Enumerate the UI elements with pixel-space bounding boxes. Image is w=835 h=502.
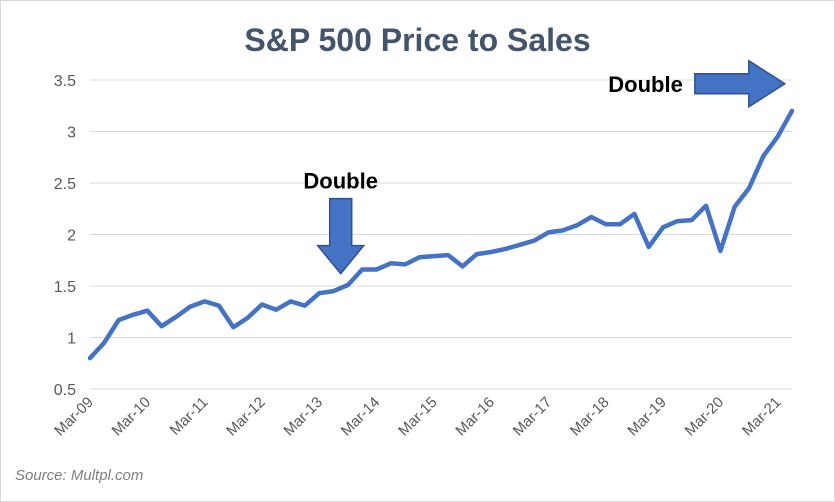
x-tick-label: Mar-10 [109,394,155,440]
source-note: Source: Multpl.com [15,467,144,484]
x-tick-label: Mar-12 [223,394,269,440]
x-tick-label: Mar-21 [739,394,785,440]
y-axis-ticks: 0.5 1 1.5 2 2.5 3 3.5 [54,73,76,399]
annotation-label: Double [303,169,378,194]
x-tick-label: Mar-11 [167,394,212,439]
y-tick-label: 1.5 [54,279,76,296]
y-tick-label: 2.5 [54,176,76,193]
x-tick-label: Mar-16 [452,394,498,440]
series-line-price-to-sales [87,108,795,361]
x-tick-label: Mar-14 [338,394,384,440]
gridlines [90,79,792,390]
down-arrow-icon [316,197,366,275]
x-tick-label: Mar-17 [510,394,556,440]
x-tick-label: Mar-20 [682,394,728,440]
x-tick-label: Mar-09 [51,394,97,440]
y-tick-label: 2 [67,228,76,245]
annotation-label: Double [608,72,683,97]
chart-title: S&P 500 Price to Sales [244,22,591,58]
x-tick-label: Mar-15 [395,394,441,440]
x-tick-label: Mar-18 [567,394,613,440]
x-tick-label: Mar-19 [624,394,670,440]
x-tick-label: Mar-13 [280,394,326,440]
x-axis-ticks: Mar-09 Mar-10 Mar-11 Mar-12 Mar-13 Mar-14 Mar-… [51,394,784,440]
annotations: Double Double [303,59,787,275]
y-tick-label: 3 [67,125,76,142]
y-tick-label: 3.5 [54,73,76,90]
y-tick-label: 0.5 [54,382,76,399]
y-tick-label: 1 [67,331,76,348]
right-arrow-icon [694,59,787,109]
